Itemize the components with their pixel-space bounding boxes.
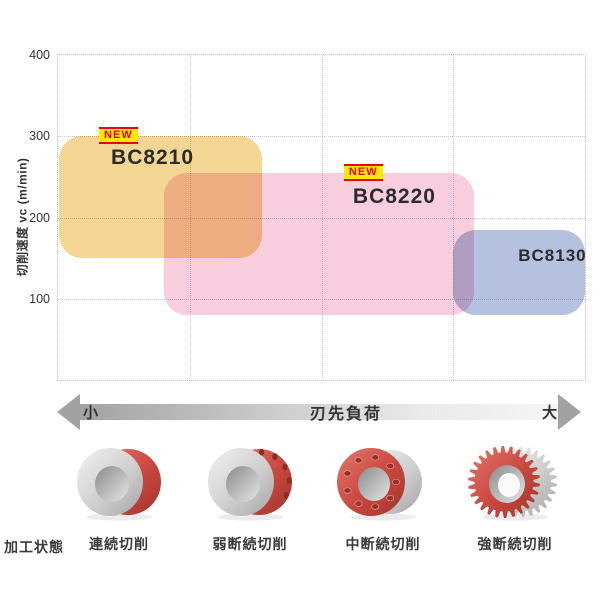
arrow-shaft [79,404,559,420]
load-large-label: 大 [541,404,557,422]
smooth-ring-icon [69,446,169,522]
workpiece-heavy-interrupted: 強断続切削 [460,446,570,554]
y-tick-label: 200 [29,210,50,225]
grade-range-box [163,172,474,315]
y-tick-label: 400 [29,48,50,62]
notched-ring-icon [200,446,300,522]
workpiece-label: 弱断続切削 [212,536,288,552]
dimpled-ring-icon [333,446,433,522]
load-axis-title: 刃先負荷 [309,406,383,423]
grade-range-box [453,229,585,315]
machining-state-label: 加工状態 [4,539,64,555]
gear-ring-icon [465,446,565,522]
load-small-label: 小 [83,404,99,422]
y-tick-label: 300 [29,129,50,144]
workpiece-label: 連続切削 [89,536,149,552]
y-axis-title: 切削速度 vc (m/min) [15,157,30,277]
new-badge: NEW [99,127,138,145]
workpiece-medium-interrupted: 中断続切削 [328,446,438,554]
grade-label: BC8130 [518,245,587,265]
load-axis-arrow: 小 刃先負荷 大 [57,394,581,430]
workpiece-continuous: 連続切削 [64,446,174,554]
arrow-left-head-icon [57,394,80,430]
workpiece-label: 中断続切削 [345,536,421,552]
new-badge: NEW [343,163,383,181]
grade-label: BC8220 [352,184,436,208]
plot-area: 100 200 300 400 NEW BC8210 NEW BC8220 BC8130 [29,48,587,381]
workpiece-light-interrupted: 弱断続切削 [195,446,305,554]
gridline-horizontal [58,136,585,138]
workpiece-label: 強断続切削 [477,536,553,552]
y-tick-label: 100 [29,291,50,306]
grade-label: BC8210 [111,146,195,170]
arrow-right-head-icon [558,394,581,430]
